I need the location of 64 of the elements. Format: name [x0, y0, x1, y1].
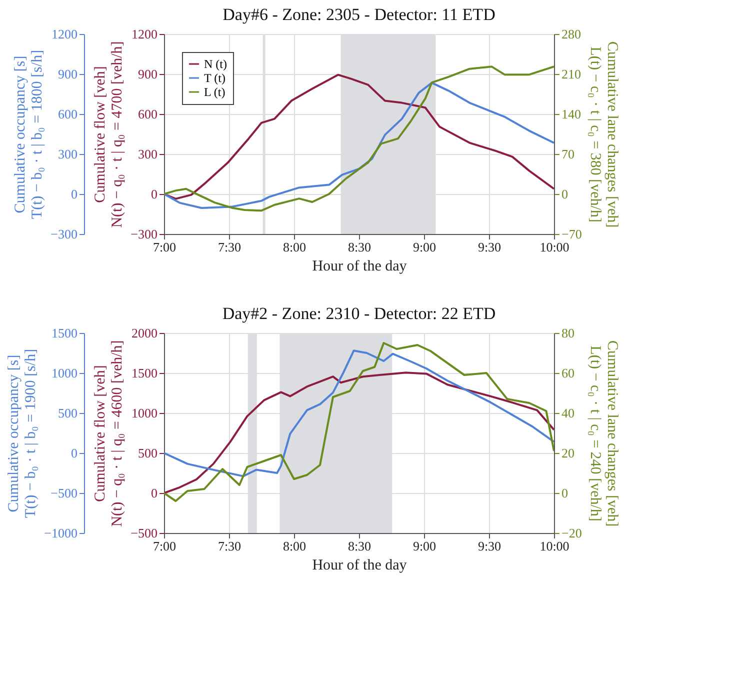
y2-axis-title: Cumulative lane changes [veh] L(t) − c₀ · t | c₀ = 240 [veh/h] [586, 340, 620, 527]
y3-tick-label: 1200 [52, 26, 78, 42]
y-axis-title: Cumulative flow [veh] N(t) − q₀ · t | q₀ = 4700 [veh/h] [92, 41, 126, 228]
y-tick-label: 0 [151, 186, 158, 202]
x-tick-label: 9:00 [412, 538, 436, 554]
y3-tick-label: 300 [58, 146, 78, 162]
x-axis-title: Hour of the day [312, 258, 408, 274]
x-tick-label: 8:30 [348, 538, 372, 554]
y2-tick-label: −70 [562, 226, 582, 242]
y3-tick-label: 900 [58, 66, 78, 82]
y-tick-label: −500 [130, 526, 158, 540]
y-axis-title: Cumulative flow [veh] N(t) − q₀ · t | q₀ = 4600 [veh/h] [92, 340, 126, 527]
y2-tick-label: 140 [562, 106, 581, 122]
chart-title: Day#2 - Zone: 2310 - Detector: 22 ETD [222, 304, 496, 323]
y-tick-label: 300 [138, 146, 158, 162]
x-tick-label: 7:30 [218, 240, 242, 254]
y2-axis-title: Cumulative lane changes [veh] L(t) − c₀ · t | c₀ = 380 [veh/h] [586, 41, 620, 228]
line-series [164, 350, 554, 478]
legend-label: L (t) [204, 85, 226, 99]
y-tick-label: 900 [138, 66, 158, 82]
y3-tick-label: −1000 [44, 526, 78, 540]
y3-tick-label: 500 [58, 406, 78, 420]
y2-tick-label: 20 [562, 446, 574, 460]
x-tick-label: 7:30 [218, 538, 242, 554]
y2-tick-label: 80 [562, 326, 574, 340]
y-tick-label: 2000 [132, 326, 158, 340]
y2-tick-label: −20 [562, 526, 582, 540]
y-tick-label: 600 [138, 106, 158, 122]
x-tick-label: 7:00 [152, 240, 176, 254]
y2-tick-label: 70 [562, 146, 574, 162]
x-tick-label: 8:00 [282, 240, 306, 254]
y2-tick-label: 280 [562, 26, 581, 42]
y-tick-label: 1200 [132, 26, 158, 42]
legend-label: N (t) [204, 57, 227, 71]
y3-tick-label: 600 [58, 106, 78, 122]
y3-tick-label: 0 [71, 186, 78, 202]
y2-tick-label: 0 [562, 486, 568, 500]
y2-tick-label: 0 [562, 186, 568, 202]
x-tick-label: 9:30 [478, 240, 502, 254]
x-tick-label: 10:00 [540, 538, 570, 554]
y3-axis-title: Cumulative occupancy [s] T(t) − b₀ · t | b₀ = 1900 [s/h] [6, 348, 40, 518]
y-tick-label: −300 [130, 226, 158, 242]
y3-tick-label: 1500 [52, 326, 78, 340]
y3-tick-label: 1000 [52, 366, 78, 380]
x-tick-label: 10:00 [540, 240, 570, 254]
y2-tick-label: 210 [562, 66, 581, 82]
y2-tick-label: 60 [562, 366, 574, 380]
legend-label: T (t) [204, 71, 226, 85]
y-tick-label: 1500 [132, 366, 158, 380]
x-tick-label: 7:00 [152, 538, 176, 554]
chart-title: Day#6 - Zone: 2305 - Detector: 11 ETD [222, 5, 496, 24]
y-tick-label: 500 [138, 446, 158, 460]
y3-tick-label: 0 [71, 446, 78, 460]
x-tick-label: 9:30 [478, 538, 502, 554]
y-tick-label: 0 [151, 486, 158, 500]
y-tick-label: 1000 [132, 406, 158, 420]
x-axis-title: Hour of the day [312, 558, 408, 574]
x-tick-label: 9:00 [412, 240, 436, 254]
y3-tick-label: −500 [50, 486, 78, 500]
y3-tick-label: −300 [50, 226, 78, 242]
x-tick-label: 8:00 [282, 538, 306, 554]
y3-axis-title: Cumulative occupancy [s] T(t) − b₀ · t | b₀ = 1800 [s/h] [12, 50, 46, 220]
y2-tick-label: 40 [562, 406, 574, 420]
x-tick-label: 8:30 [348, 240, 372, 254]
